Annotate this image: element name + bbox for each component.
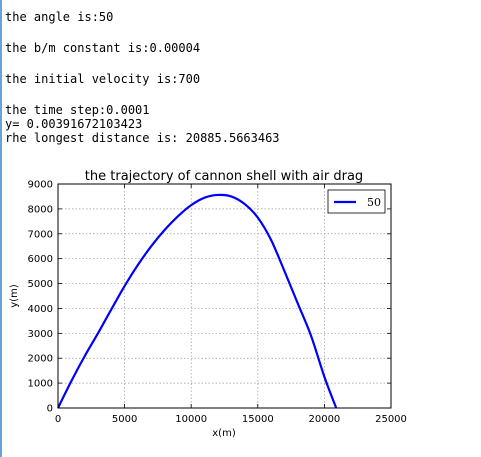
- velocity-output: the initial velocity is:700: [5, 72, 201, 86]
- y-tick-label: 3000: [28, 329, 53, 340]
- timestep-output: the time step:0.0001: [5, 103, 150, 117]
- legend: 50: [327, 189, 386, 214]
- legend-label: 50: [367, 196, 381, 209]
- y-tick-label: 8000: [28, 204, 53, 215]
- trajectory-chart: the trajectory of cannon shell with air …: [9, 169, 407, 439]
- x-axis-ticks: 0 5000 10000 15000 20000 25000: [55, 184, 407, 425]
- chart-title: the trajectory of cannon shell with air …: [85, 169, 363, 184]
- x-axis-label: x(m): [212, 428, 236, 439]
- y-tick-label: 6000: [28, 254, 53, 265]
- legend-box: [327, 189, 386, 214]
- y-tick-label: 1000: [28, 379, 53, 390]
- x-tick-label: 15000: [242, 414, 274, 425]
- series-line-50: [57, 193, 338, 409]
- console-output: the angle is:50 the b/m constant is:0.00…: [5, 10, 280, 145]
- y-axis-ticks: 0 1000 2000 3000 4000 5000 6000 7000 8000 9000: [28, 180, 391, 415]
- x-tick-label: 0: [55, 414, 61, 425]
- y-tick-label: 9000: [28, 180, 53, 191]
- x-tick-label: 5000: [112, 414, 137, 425]
- y-axis-label: y(m): [9, 284, 20, 308]
- bm-constant-output: the b/m constant is:0.00004: [5, 41, 201, 55]
- y-tick-label: 5000: [28, 279, 53, 290]
- cell-left-border: [0, 0, 2, 457]
- x-tick-label: 10000: [175, 414, 207, 425]
- y-tick-label: 4000: [28, 304, 53, 315]
- y-tick-label: 7000: [28, 229, 53, 240]
- distance-output: rhe longest distance is: 20885.5663463: [5, 131, 280, 145]
- y-tick-label: 0: [47, 404, 53, 415]
- plot-frame: [57, 183, 392, 409]
- plot-area: [58, 184, 391, 408]
- y-tick-label: 2000: [28, 354, 53, 365]
- angle-output: the angle is:50: [5, 10, 114, 24]
- x-tick-label: 25000: [375, 414, 407, 425]
- x-tick-label: 20000: [308, 414, 340, 425]
- y-output: y= 0.00391672103423: [5, 117, 143, 131]
